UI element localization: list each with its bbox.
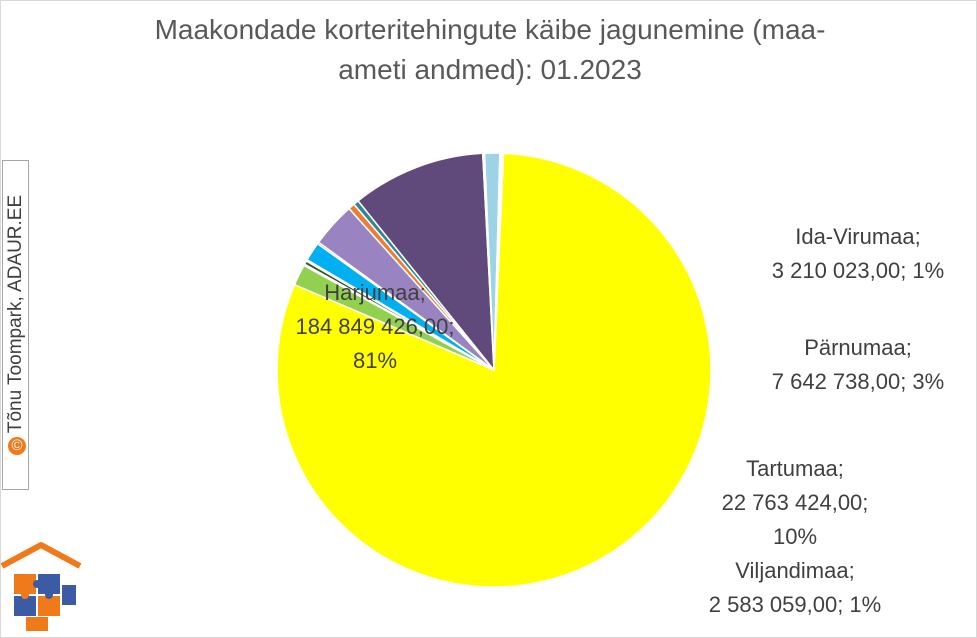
pie-slice-13 <box>493 152 505 371</box>
house-puzzle-icon <box>0 542 82 631</box>
slice-label-line: Pärnumaa; <box>804 335 912 360</box>
slice-label-line: Ida-Virumaa; <box>795 224 921 249</box>
slice-label-line: 3 210 023,00; 1% <box>772 258 944 283</box>
slice-label-line: Tartumaa; <box>746 456 844 481</box>
slice-label-pärnumaa: Pärnumaa; 7 642 738,00; 3% <box>772 335 944 394</box>
slice-label-line: 81% <box>353 348 397 373</box>
slice-label-line: 22 763 424,00; <box>722 490 869 515</box>
slice-label-line: 7 642 738,00; 3% <box>772 369 944 394</box>
slice-labels: Harjumaa; 184 849 426,00; 81% Ida-Virumaa; 3… <box>295 224 944 617</box>
slice-label-line: 10% <box>773 524 817 549</box>
watermark-box: ©Tõnu Toompark, ADAUR.EE <box>2 160 29 490</box>
slice-label-line: 184 849 426,00; <box>295 314 454 339</box>
slice-label-ida-virumaa: Ida-Virumaa; 3 210 023,00; 1% <box>772 224 944 283</box>
pie-slice-tartumaa <box>357 152 495 373</box>
slice-label-harjumaa: Harjumaa; 184 849 426,00; 81% <box>295 280 454 373</box>
pie-slices <box>276 152 712 588</box>
slice-label-line: Harjumaa; <box>324 280 425 305</box>
slice-label-line: 2 583 059,00; 1% <box>709 592 881 617</box>
slice-label-tartumaa: Tartumaa; 22 763 424,00; 10% <box>722 456 869 549</box>
slice-label-viljandimaa: Viljandimaa; 2 583 059,00; 1% <box>709 558 881 617</box>
slice-label-line: Viljandimaa; <box>735 558 854 583</box>
chart-title: Maakondade korteritehingute käibe jagune… <box>154 14 826 85</box>
